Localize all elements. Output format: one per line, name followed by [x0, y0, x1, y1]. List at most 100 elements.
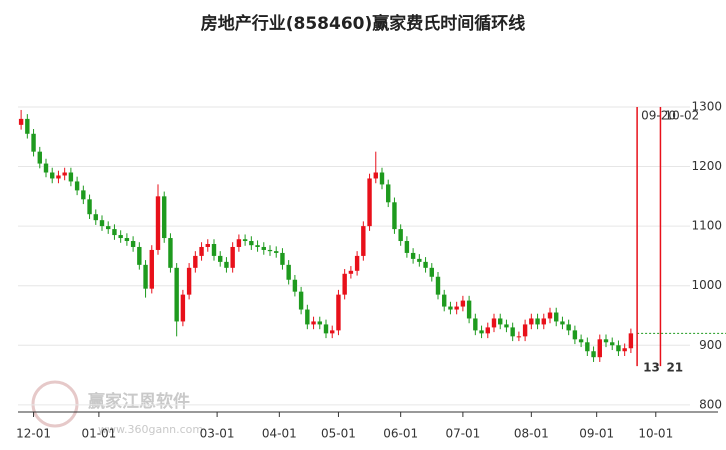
x-tick-label: 08-01 [514, 427, 549, 441]
candle-body [516, 336, 522, 338]
candle-body [25, 118, 30, 134]
candle-body [242, 239, 248, 242]
candle-body [218, 255, 223, 262]
candle-body [267, 249, 273, 252]
candle-body [174, 267, 179, 322]
candle-body [280, 252, 285, 265]
candle-body [211, 243, 217, 256]
y-tick-label: 1000 [691, 278, 722, 292]
candle-body [317, 321, 322, 325]
candle-body [435, 276, 441, 295]
candle-body [554, 312, 559, 322]
candle-body [616, 345, 621, 352]
candle-body [143, 264, 148, 289]
watermark: 赢家江恩软件 [88, 391, 190, 412]
candle-body [479, 330, 484, 334]
candle-body [404, 241, 410, 253]
candle-body [442, 294, 447, 307]
candle-body [498, 318, 503, 325]
x-tick-label: 06-01 [383, 427, 418, 441]
candle-body [50, 172, 55, 179]
y-tick-label: 800 [699, 397, 722, 411]
candle-body [31, 133, 36, 152]
candle-body [180, 294, 186, 322]
candle-body [155, 196, 161, 250]
candle-body [149, 249, 154, 289]
candle-body [585, 342, 590, 352]
candle-body [118, 235, 123, 239]
candle-body [392, 202, 397, 230]
candle-body [348, 270, 354, 274]
candle-body [597, 339, 602, 358]
candle-body [274, 251, 279, 253]
candle-body [330, 330, 335, 334]
candle-body [130, 241, 136, 247]
candle-body [305, 309, 310, 325]
x-tick-label: 03-01 [200, 427, 235, 441]
candle-body [591, 351, 596, 358]
y-tick-label: 900 [699, 338, 722, 352]
cycle-count: 21 [666, 361, 683, 375]
candle-body [342, 273, 347, 295]
candle-body [522, 324, 528, 337]
candle-body [255, 245, 260, 247]
candle-body [578, 339, 584, 343]
watermark-logo [31, 380, 79, 428]
candle-body [298, 291, 304, 310]
x-tick-label: 09-01 [579, 427, 614, 441]
candle-body [473, 318, 478, 331]
candle-body [379, 172, 385, 185]
candle-body [367, 178, 372, 227]
candle-body [168, 238, 173, 268]
candle-body [398, 229, 403, 242]
x-tick-label: 10-01 [638, 427, 673, 441]
candle-body [249, 241, 254, 246]
candle-body [466, 300, 472, 319]
candle-body [236, 239, 242, 247]
cycle-count: 13 [643, 361, 660, 375]
candle-body [361, 226, 366, 256]
candle-body [43, 163, 49, 173]
candle-body [162, 196, 167, 239]
y-tick-label: 1100 [691, 219, 722, 233]
candle-body [68, 172, 74, 182]
candle-body [37, 151, 42, 164]
candle-body [410, 252, 416, 259]
x-tick-label: 01-01 [81, 427, 116, 441]
candle-body [423, 261, 428, 268]
candle-body [560, 321, 565, 325]
y-tick-label: 1300 [691, 99, 722, 113]
candle-body [541, 318, 546, 325]
candle-body [261, 246, 266, 250]
watermark-url: www.360gann.com [98, 423, 203, 436]
candle-body [18, 118, 24, 125]
candle-body [292, 279, 298, 292]
candle-body [93, 214, 98, 221]
candle-body [193, 255, 198, 268]
candle-body [566, 324, 571, 331]
candle-body [628, 333, 634, 349]
y-tick-label: 1200 [691, 159, 722, 173]
candle-body [491, 318, 497, 328]
candle-body [186, 267, 192, 295]
candle-body [373, 172, 378, 179]
candle-body [610, 342, 615, 346]
candle-body [572, 330, 578, 340]
cycle-date: 09-20 [641, 108, 676, 122]
candle-body [529, 318, 534, 325]
candle-body [87, 199, 92, 215]
candle-body [485, 327, 490, 334]
cycle-date: 10-02 [664, 108, 699, 122]
x-tick-label: 05-01 [321, 427, 356, 441]
x-tick-label: 04-01 [262, 427, 297, 441]
candle-body [286, 264, 291, 280]
candle-body [224, 261, 229, 268]
candle-body [429, 267, 434, 277]
candle-body [622, 348, 627, 352]
candle-body [386, 184, 391, 203]
candle-body [547, 312, 553, 319]
candle-body [99, 220, 105, 227]
candle-body [106, 226, 111, 230]
candle-body [199, 246, 204, 256]
candle-body [323, 324, 329, 334]
